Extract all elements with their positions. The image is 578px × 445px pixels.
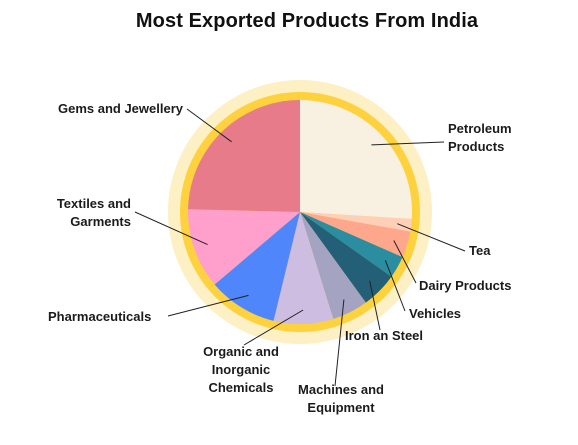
pie-slice-iron-an-steel: [300, 212, 392, 303]
pie-slices: [188, 100, 413, 324]
leader-line-gems-and-jewellery: [186, 108, 232, 143]
chart-title: Most Exported Products From India: [135, 10, 479, 32]
leader-line-pharmaceuticals: [167, 294, 249, 317]
slice-label-vehicles: Vehicles: [409, 306, 461, 321]
slice-labels: Petroleum Products Tea Dairy Products Vehicl…: [48, 101, 512, 415]
slice-label-tea: Tea: [469, 243, 491, 258]
pie-slice-dairy-products: [300, 212, 411, 258]
slice-label-gems-and-jewellery: Gems and Jewellery: [58, 101, 184, 116]
leader-line-vehicles: [384, 260, 406, 312]
leader-line-machines-and-equipment: [334, 299, 345, 387]
slice-label-machines-and-equipment: Machines and Equipment: [298, 382, 384, 415]
leader-line-textiles-and-garments: [134, 211, 208, 246]
pie-slice-machines-and-equipment: [300, 212, 366, 319]
slice-label-dairy-products: Dairy Products: [419, 278, 511, 293]
leader-line-petroleum-products: [371, 141, 445, 146]
pie-slice-gems-and-jewellery: [188, 100, 300, 212]
pie-slice-vehicles: [300, 212, 403, 277]
leader-lines: [134, 108, 466, 387]
pie-slice-petroleum-products: [300, 100, 413, 220]
slice-label-textiles-and-garments: Textiles and Garments: [57, 196, 131, 229]
slice-label-iron-an-steel: Iron an Steel: [345, 328, 423, 343]
pie-slice-organic-and-inorganic-chemicals: [273, 212, 334, 324]
pie-slice-pharmaceuticals: [214, 212, 300, 321]
leader-line-dairy-products: [393, 240, 417, 284]
slice-label-petroleum-products: Petroleum Products: [448, 121, 512, 154]
pie-slice-textiles-and-garments: [188, 209, 300, 285]
leader-line-iron-an-steel: [369, 280, 381, 331]
leader-line-organic-and-inorganic-chemicals: [243, 309, 304, 346]
slice-label-organic-and-inorganic-chemicals: Organic and Inorganic Chemicals: [203, 344, 279, 395]
pie-slice-tea: [300, 212, 412, 232]
slice-label-pharmaceuticals: Pharmaceuticals: [48, 309, 151, 324]
leader-line-tea: [397, 223, 466, 252]
